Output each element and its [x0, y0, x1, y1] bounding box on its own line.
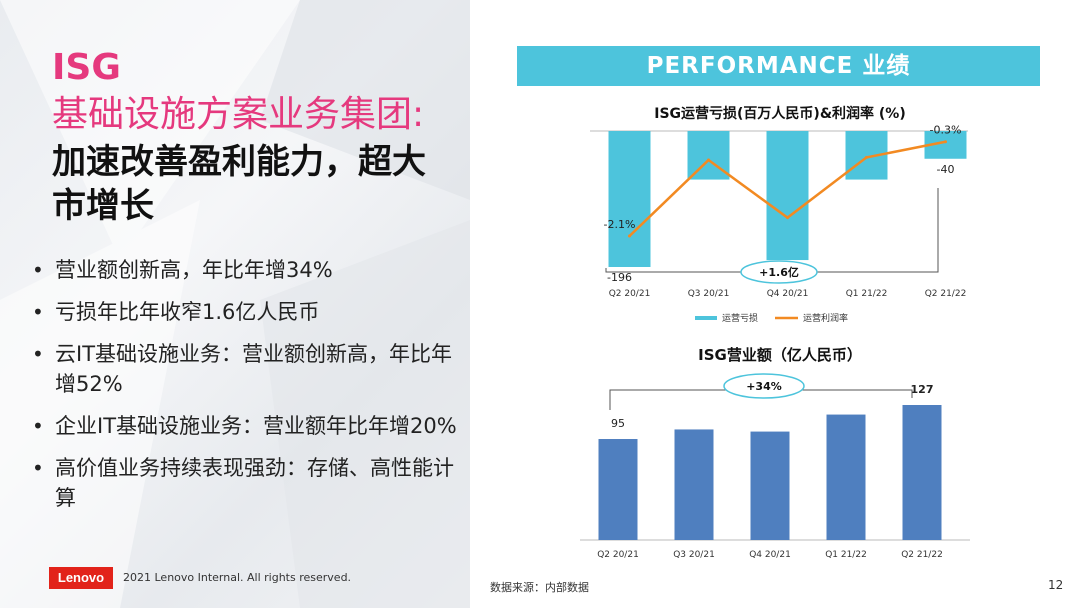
revenue-bar [750, 431, 790, 540]
margin-point [707, 158, 710, 162]
x-tick-label: Q2 21/22 [901, 550, 943, 560]
revenue-bar [674, 429, 714, 540]
loss-bar [766, 131, 809, 261]
legend-label-margin: 运营利润率 [803, 312, 848, 324]
revenue-bar [826, 414, 866, 540]
bullet-item: 企业IT基础设施业务：营业额年比年增20% [30, 411, 460, 441]
revenue-value-label: 95 [611, 417, 625, 430]
revenue-bar [902, 405, 942, 540]
page-number: 12 [1048, 578, 1064, 592]
margin-value-label: -0.3% [930, 124, 962, 137]
change-label: +1.6亿 [759, 265, 799, 279]
bullet-item: 高价值业务持续表现强劲：存储、高性能计算 [30, 453, 460, 513]
legend-label-loss: 运营亏损 [722, 312, 758, 324]
bullet-item: 亏损年比年收窄1.6亿人民币 [30, 297, 460, 327]
x-tick-label: Q3 20/21 [673, 550, 715, 560]
change-badge [740, 260, 818, 284]
x-tick-label: Q4 20/21 [767, 289, 809, 299]
growth-badge [723, 373, 805, 399]
x-tick-label: Q1 21/22 [846, 289, 888, 299]
loss-bar [608, 131, 651, 267]
revenue-value-label: 127 [911, 383, 934, 396]
x-tick-label: Q1 21/22 [825, 550, 867, 560]
margin-point [944, 140, 947, 144]
loss-value-label: -196 [607, 271, 632, 284]
x-tick-label: Q2 21/22 [925, 289, 967, 299]
heading-group-name: 基础设施方案业务集团: [52, 94, 425, 135]
x-tick-label: Q2 20/21 [597, 550, 639, 560]
margin-point [865, 155, 868, 159]
bullet-item: 云IT基础设施业务：营业额创新高，年比年增52% [30, 339, 460, 399]
x-tick-label: Q2 20/21 [609, 289, 651, 299]
revenue-bar [598, 439, 638, 540]
margin-point [628, 234, 631, 238]
loss-value-label: -40 [937, 163, 955, 176]
chart-title: ISG营业额（亿人民币） [698, 346, 862, 364]
x-tick-label: Q4 20/21 [749, 550, 791, 560]
revenue-chart: ISG营业额（亿人民币） 95 127 Q2 20/21 Q3 20/21 Q4 20… [580, 346, 970, 560]
margin-value-label: -2.1% [604, 218, 636, 231]
margin-point [786, 216, 789, 220]
lenovo-logo: Lenovo [49, 567, 113, 589]
bullet-list: 营业额创新高，年比年增34% 亏损年比年收窄1.6亿人民币 云IT基础设施业务：… [30, 255, 460, 525]
operating-loss-chart: ISG运营亏损(百万人民币)&利润率 (%) -196 -40 -2.1% -0.3%… [590, 105, 968, 324]
legend-swatch-loss [695, 316, 717, 320]
performance-banner: PERFORMANCE 业绩 [517, 46, 1040, 86]
copyright-text: 2021 Lenovo Internal. All rights reserve… [123, 571, 352, 584]
chart-title: ISG运营亏损(百万人民币)&利润率 (%) [654, 105, 906, 122]
heading-isg: ISG [52, 47, 121, 88]
heading-subtitle: 加速改善盈利能力，超大市增长 [52, 142, 426, 226]
bullet-item: 营业额创新高，年比年增34% [30, 255, 460, 285]
data-source-note: 数据来源：内部数据 [490, 581, 589, 594]
x-tick-label: Q3 20/21 [688, 289, 730, 299]
growth-label: +34% [746, 380, 782, 393]
